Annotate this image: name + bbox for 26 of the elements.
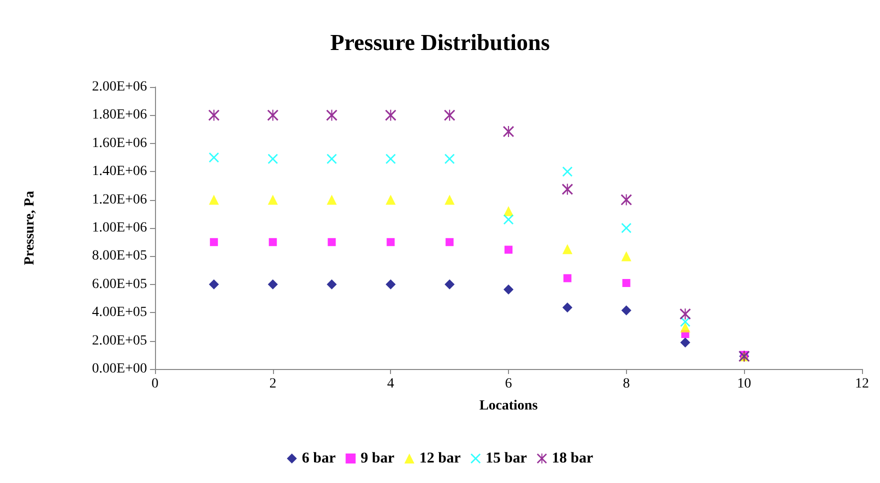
y-axis-title: Pressure, Pa	[22, 190, 38, 266]
y-tick-label: 2.00E+06	[92, 80, 147, 94]
y-tick-label: 6.00E+05	[92, 276, 147, 292]
y-tick-label: 4.00E+05	[92, 305, 147, 320]
x-tick-label: 8	[622, 376, 630, 392]
legend-label: 12 bar	[419, 450, 461, 466]
x-tick-label: 12	[855, 376, 869, 392]
chart-title: Pressure Distributions	[330, 30, 550, 55]
x-tick-label: 6	[505, 376, 512, 392]
legend-label: 18 bar	[552, 450, 594, 466]
x-tick-label: 0	[152, 376, 158, 392]
x-axis-title: Locations	[479, 398, 538, 414]
legend-label: 6 bar	[302, 450, 336, 466]
legend-label: 9 bar	[360, 450, 395, 466]
y-tick-label: 1.20E+06	[92, 192, 147, 208]
y-tick-label: 2.00E+05	[92, 333, 147, 348]
y-tick-label: 0.00E+00	[92, 362, 147, 376]
y-tick-label: 1.80E+06	[92, 108, 147, 123]
legend-label: 15 bar	[486, 450, 528, 466]
x-tick-label: 4	[387, 376, 394, 392]
y-tick-label: 1.00E+06	[92, 220, 147, 236]
y-tick-label: 1.60E+06	[92, 136, 147, 151]
x-tick-label: 2	[269, 376, 276, 392]
y-tick-label: 8.00E+05	[92, 248, 147, 264]
y-tick-label: 1.40E+06	[92, 164, 147, 180]
x-tick-label: 10	[737, 376, 752, 392]
